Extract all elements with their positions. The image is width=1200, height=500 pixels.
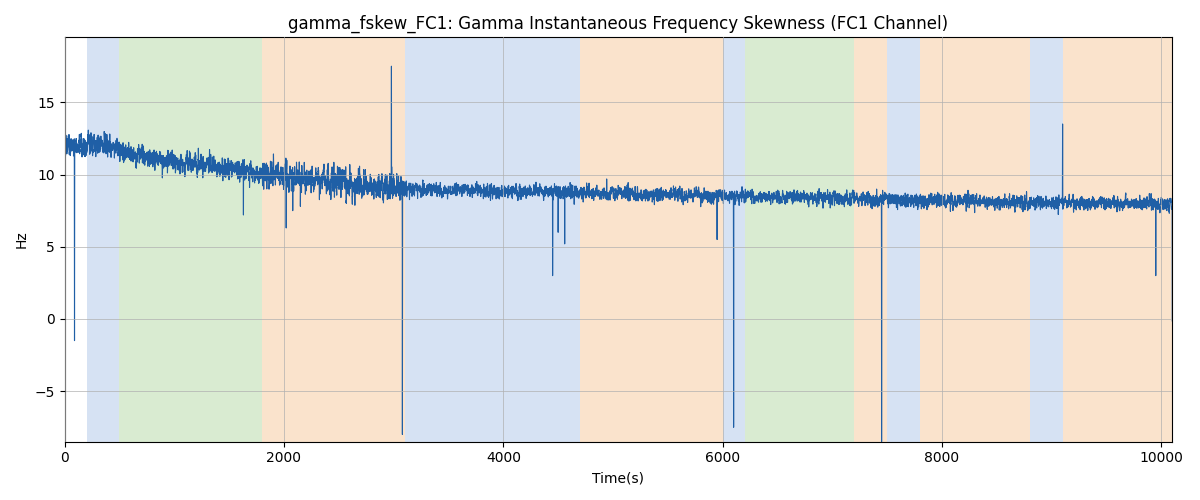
X-axis label: Time(s): Time(s): [593, 471, 644, 485]
Bar: [262, 38, 404, 442]
Bar: [887, 38, 920, 442]
Title: gamma_fskew_FC1: Gamma Instantaneous Frequency Skewness (FC1 Channel): gamma_fskew_FC1: Gamma Instantaneous Fre…: [288, 15, 948, 34]
Bar: [744, 38, 854, 442]
Bar: [722, 38, 744, 442]
Bar: [404, 38, 580, 442]
Bar: [120, 38, 262, 442]
Y-axis label: Hz: Hz: [14, 230, 29, 248]
Bar: [854, 38, 887, 442]
Bar: [1063, 38, 1183, 442]
Bar: [580, 38, 722, 442]
Bar: [1030, 38, 1063, 442]
Bar: [86, 38, 120, 442]
Bar: [920, 38, 1030, 442]
